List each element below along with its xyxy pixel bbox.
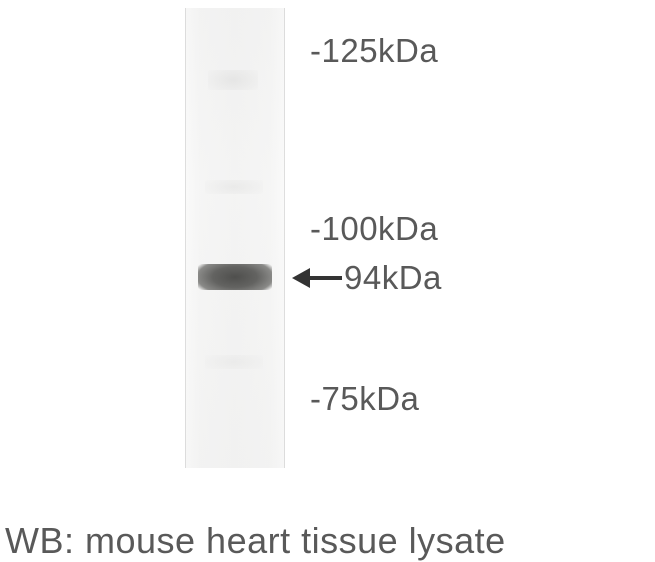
- marker-125kda: -125kDa: [310, 32, 438, 70]
- lane-border-left: [185, 8, 186, 468]
- caption-text: WB: mouse heart tissue lysate: [5, 520, 506, 562]
- marker-100kda: -100kDa: [310, 210, 438, 248]
- lane-border-right: [284, 8, 285, 468]
- faint-band-1: [205, 180, 263, 194]
- faint-band-2: [205, 355, 263, 369]
- blot-band-94kda: [198, 264, 272, 290]
- marker-75kda: -75kDa: [310, 380, 419, 418]
- marker-94kda: 94kDa: [344, 259, 442, 297]
- faint-band-0: [208, 70, 258, 90]
- arrow-icon: [292, 268, 342, 288]
